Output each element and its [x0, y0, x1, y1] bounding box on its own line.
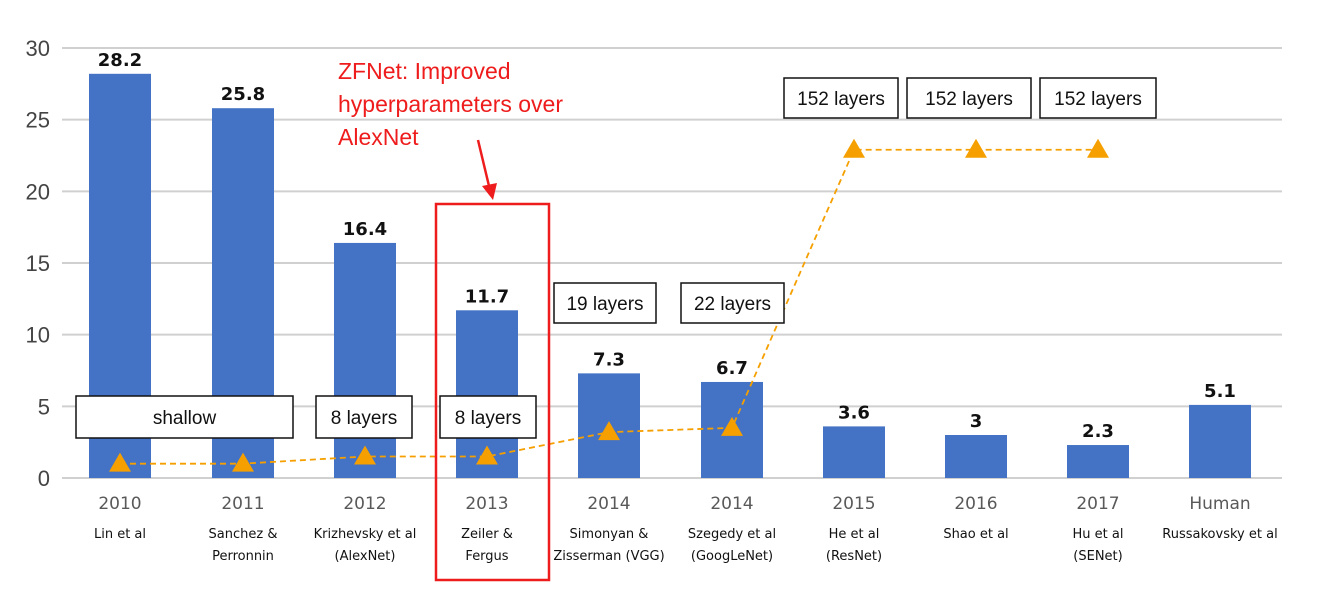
x-category-year: 2011: [221, 494, 264, 514]
value-labels: 28.2 25.8 16.4 11.7 7.3 6.7 3.6 3 2.3 5.1: [98, 50, 1236, 442]
depth-marker: [843, 138, 865, 158]
x-category-year: 2013: [465, 494, 508, 514]
x-category-year: 2017: [1076, 494, 1119, 514]
annotation: ZFNet: Improved hyperparameters over AlexN…: [338, 58, 563, 582]
value-label: 2.3: [1082, 421, 1114, 442]
annotation-text: ZFNet: Improved: [338, 58, 511, 84]
value-label: 25.8: [221, 84, 265, 105]
x-category-author: (ResNet): [826, 549, 882, 564]
layer-box: [553, 282, 657, 324]
y-tick-label: 5: [38, 394, 50, 419]
depth-marker: [1087, 138, 1109, 158]
value-label: 7.3: [593, 349, 625, 370]
bar: [334, 242, 396, 478]
annotation-text: AlexNet: [338, 124, 419, 150]
value-label: 11.7: [465, 286, 509, 307]
y-tick-label: 0: [38, 466, 50, 491]
x-axis-labels: 2010 Lin et al 2011 Sanchez & Perronnin 2012 K…: [94, 494, 1278, 564]
layer-box: [439, 395, 537, 439]
depth-marker: [965, 138, 987, 158]
x-category-author: Zisserman (VGG): [553, 549, 664, 564]
layer-box-label: shallow: [153, 408, 217, 429]
y-axis-ticks: 0 5 10 15 20 25 30: [26, 36, 50, 491]
depth-marker: [109, 452, 131, 472]
depth-marker: [721, 416, 743, 436]
bar: [1067, 445, 1129, 478]
value-label: 3: [970, 411, 983, 432]
x-category-author: Russakovsky et al: [1162, 527, 1277, 542]
x-category-author: Simonyan &: [570, 527, 649, 542]
layer-box: [315, 395, 413, 439]
layer-box-label: 8 layers: [455, 408, 522, 429]
depth-marker: [232, 452, 254, 472]
x-category-author: (SENet): [1073, 549, 1122, 564]
x-category-author: Fergus: [465, 549, 508, 564]
value-label: 16.4: [343, 219, 387, 240]
layer-box: [906, 77, 1032, 119]
layer-box: [783, 77, 899, 119]
depth-marker: [598, 421, 620, 441]
x-category-author: Lin et al: [94, 527, 146, 542]
bar: [945, 435, 1007, 478]
x-category-year: Human: [1189, 494, 1250, 514]
layer-box-label: 152 layers: [1054, 89, 1142, 110]
annotation-arrow-shaft: [476, 139, 491, 187]
x-category-author: (AlexNet): [335, 549, 396, 564]
x-category-year: 2014: [710, 494, 753, 514]
highlight-box: [434, 202, 551, 582]
layer-box-label: 8 layers: [331, 408, 398, 429]
x-category-author: Perronnin: [212, 549, 274, 564]
layer-box-label: 152 layers: [925, 89, 1013, 110]
layer-box: [680, 282, 785, 324]
depth-marker: [354, 445, 376, 465]
depth-marker: [476, 445, 498, 465]
y-tick-label: 30: [26, 36, 50, 61]
y-tick-label: 25: [26, 108, 50, 133]
value-label: 5.1: [1204, 381, 1236, 402]
layer-box: [75, 395, 294, 439]
x-category-year: 2015: [832, 494, 875, 514]
value-label: 28.2: [98, 50, 142, 71]
y-tick-label: 15: [26, 251, 50, 276]
y-tick-label: 10: [26, 323, 50, 348]
x-category-author: Hu et al: [1073, 527, 1124, 542]
x-category-author: He et al: [829, 527, 880, 542]
x-category-author: Szegedy et al: [688, 527, 776, 542]
x-category-year: 2014: [587, 494, 630, 514]
bar: [1189, 404, 1251, 478]
x-category-author: (GoogLeNet): [691, 549, 773, 564]
x-category-year: 2010: [98, 494, 141, 514]
bar: [823, 426, 885, 478]
x-category-author: Sanchez &: [209, 527, 278, 542]
x-category-year: 2012: [343, 494, 386, 514]
annotation-text: hyperparameters over: [338, 91, 563, 117]
value-label: 6.7: [716, 358, 748, 379]
depth-series: [109, 138, 1109, 472]
layer-box-label: 19 layers: [566, 294, 643, 315]
x-category-author: Shao et al: [943, 527, 1008, 542]
x-category-year: 2016: [954, 494, 997, 514]
y-tick-label: 20: [26, 179, 50, 204]
value-label: 3.6: [838, 402, 870, 423]
layer-boxes: shallow 8 layers 8 layers 19 layers 22 layer…: [75, 77, 1157, 439]
annotation-arrowhead: [482, 183, 497, 200]
layer-box: [1039, 77, 1157, 119]
x-category-author: Zeiler &: [461, 527, 513, 542]
layer-box-label: 22 layers: [694, 294, 771, 315]
x-category-author: Krizhevsky et al: [314, 527, 417, 542]
layer-box-label: 152 layers: [797, 89, 885, 110]
